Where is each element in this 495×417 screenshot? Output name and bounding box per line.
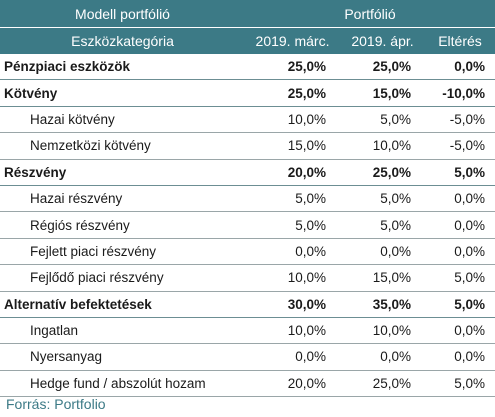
march-value: 20,0% (245, 370, 340, 398)
table-row: Hedge fund / abszolút hozam 20,0% 25,0% … (0, 370, 495, 398)
april-value: 15,0% (340, 264, 425, 292)
table-row: Alternatív befektetések 30,0% 35,0% 5,0% (0, 291, 495, 318)
category-label: Alternatív befektetések (0, 291, 245, 318)
march-value: 10,0% (245, 106, 340, 134)
march-value: 0,0% (245, 238, 340, 266)
table-row: Nyersanyag 0,0% 0,0% 0,0% (0, 343, 495, 371)
march-value: 5,0% (245, 185, 340, 213)
subcategory-label: Nyersanyag (0, 343, 245, 371)
table-body: Pénzpiaci eszközök 25,0% 25,0% 0,0% Kötv… (0, 54, 495, 398)
source-note: Forrás: Portfolio (6, 396, 106, 412)
subcategory-label: Régiós részvény (0, 211, 245, 239)
difference-value: 0,0% (425, 54, 495, 81)
table-row: Részvény 20,0% 25,0% 5,0% (0, 159, 495, 186)
table-row: Hazai kötvény 10,0% 5,0% -5,0% (0, 106, 495, 134)
april-value: 25,0% (340, 370, 425, 398)
model-portfolio-title: Modell portfólió (0, 0, 245, 28)
april-value: 0,0% (340, 238, 425, 266)
subcategory-label: Nemzetközi kötvény (0, 132, 245, 160)
march-value: 0,0% (245, 343, 340, 371)
table-row: Pénzpiaci eszközök 25,0% 25,0% 0,0% (0, 54, 495, 81)
march-value: 25,0% (245, 54, 340, 81)
difference-value: -10,0% (425, 79, 495, 107)
table-row: Fejlett piaci részvény 0,0% 0,0% 0,0% (0, 238, 495, 266)
category-label: Kötvény (0, 79, 245, 107)
april-value: 5,0% (340, 211, 425, 239)
april-value: 25,0% (340, 54, 425, 81)
table-row: Ingatlan 10,0% 10,0% 0,0% (0, 317, 495, 345)
difference-value: -5,0% (425, 106, 495, 134)
difference-value: 0,0% (425, 211, 495, 239)
april-value: 5,0% (340, 106, 425, 134)
march-value: 10,0% (245, 264, 340, 292)
category-header: Eszközkategória (0, 27, 245, 54)
march-value: 20,0% (245, 159, 340, 186)
table-row: Fejlődő piaci részvény 10,0% 15,0% 5,0% (0, 264, 495, 292)
march-value: 5,0% (245, 211, 340, 239)
difference-value: -5,0% (425, 132, 495, 160)
table-row: Nemzetközi kötvény 15,0% 10,0% -5,0% (0, 132, 495, 160)
april-value: 15,0% (340, 79, 425, 107)
difference-value: 5,0% (425, 370, 495, 398)
march-value: 15,0% (245, 132, 340, 160)
model-portfolio-table: Modell portfólió Portfólió Eszközkategór… (0, 0, 495, 398)
difference-value: 5,0% (425, 291, 495, 318)
difference-value: 0,0% (425, 185, 495, 213)
category-label: Pénzpiaci eszközök (0, 54, 245, 81)
portfolio-title: Portfólió (245, 0, 495, 28)
april-value: 10,0% (340, 132, 425, 160)
april-column-header: 2019. ápr. (340, 27, 425, 54)
subcategory-label: Hazai részvény (0, 185, 245, 213)
difference-value: 0,0% (425, 343, 495, 371)
difference-value: 5,0% (425, 264, 495, 292)
table-header: Modell portfólió Portfólió Eszközkategór… (0, 0, 495, 54)
difference-column-header: Eltérés (425, 27, 495, 54)
category-label: Részvény (0, 159, 245, 186)
subcategory-label: Hazai kötvény (0, 106, 245, 134)
april-value: 0,0% (340, 343, 425, 371)
subcategory-label: Fejlett piaci részvény (0, 238, 245, 266)
april-value: 10,0% (340, 317, 425, 345)
april-value: 35,0% (340, 291, 425, 318)
table-row: Kötvény 25,0% 15,0% -10,0% (0, 79, 495, 107)
march-column-header: 2019. márc. (245, 27, 340, 54)
march-value: 10,0% (245, 317, 340, 345)
april-value: 5,0% (340, 185, 425, 213)
difference-value: 0,0% (425, 317, 495, 345)
march-value: 30,0% (245, 291, 340, 318)
april-value: 25,0% (340, 159, 425, 186)
subcategory-label: Fejlődő piaci részvény (0, 264, 245, 292)
subcategory-label: Ingatlan (0, 317, 245, 345)
difference-value: 0,0% (425, 238, 495, 266)
march-value: 25,0% (245, 79, 340, 107)
subcategory-label: Hedge fund / abszolút hozam (0, 370, 245, 398)
table-row: Hazai részvény 5,0% 5,0% 0,0% (0, 185, 495, 213)
difference-value: 5,0% (425, 159, 495, 186)
table-row: Régiós részvény 5,0% 5,0% 0,0% (0, 211, 495, 239)
